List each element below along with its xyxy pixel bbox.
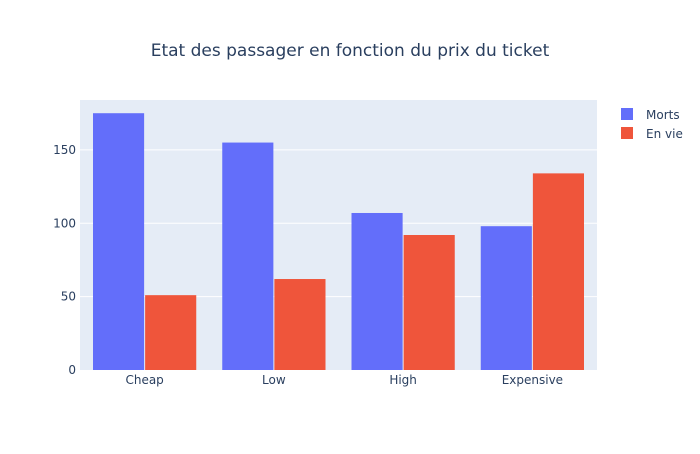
bar-en-vie-expensive[interactable] (532, 173, 584, 370)
legend-item-1[interactable]: En vie (621, 127, 683, 141)
bar-en-vie-high[interactable] (403, 235, 455, 370)
y-tick-label: 0 (68, 363, 76, 377)
bar-en-vie-low[interactable] (274, 279, 326, 370)
y-tick-label: 150 (53, 143, 76, 157)
legend-label-0: Morts (646, 108, 680, 122)
bar-morts-cheap[interactable] (93, 113, 145, 371)
bar-morts-high[interactable] (351, 212, 403, 370)
legend: Morts En vie (621, 108, 683, 141)
legend-item-0[interactable]: Morts (621, 108, 680, 122)
bar-morts-low[interactable] (222, 142, 274, 370)
legend-swatch-0 (621, 108, 633, 120)
y-tick-label: 100 (53, 216, 76, 230)
y-tick-label: 50 (61, 290, 76, 304)
bars (93, 113, 584, 371)
legend-swatch-1 (621, 127, 633, 139)
x-tick-label: High (389, 373, 417, 387)
x-tick-label: Low (262, 373, 286, 387)
y-tick-labels: 0 50 100 150 (53, 143, 76, 377)
bar-morts-expensive[interactable] (480, 226, 532, 370)
x-tick-labels: Cheap Low High Expensive (125, 373, 563, 387)
x-tick-label: Cheap (125, 373, 163, 387)
legend-label-1: En vie (646, 127, 683, 141)
x-tick-label: Expensive (502, 373, 563, 387)
chart-title: Etat des passager en fonction du prix du… (151, 41, 550, 61)
bar-en-vie-cheap[interactable] (145, 295, 197, 370)
